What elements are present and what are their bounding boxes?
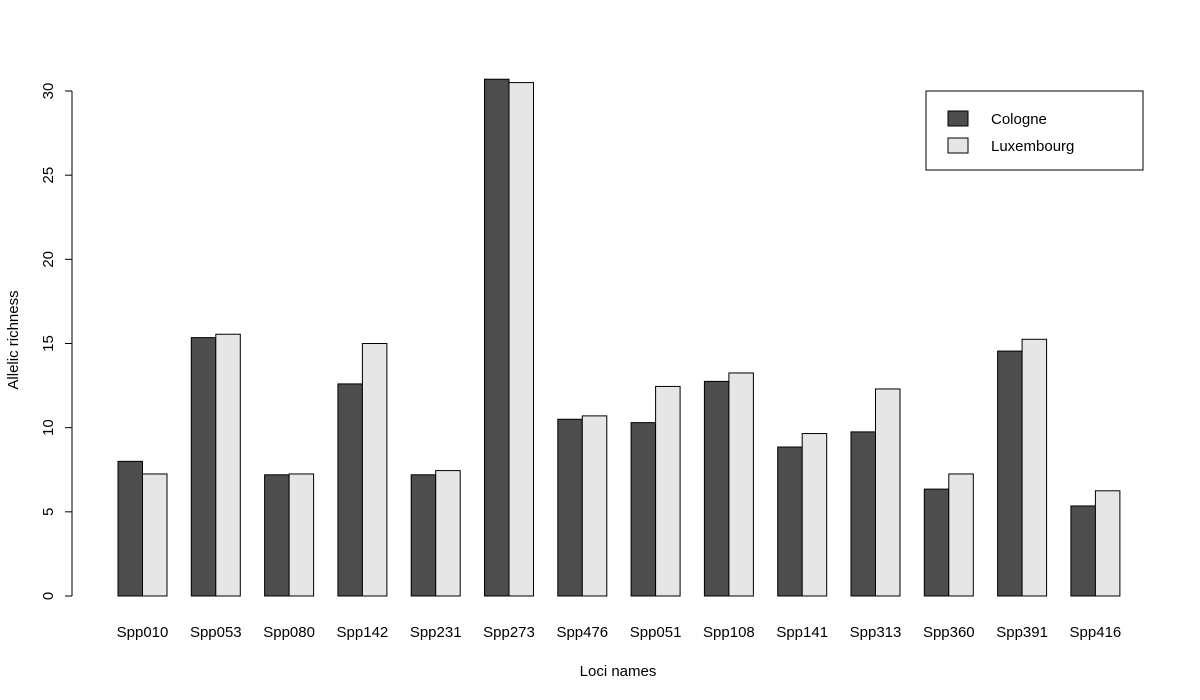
bar-luxembourg-spp053 [215, 333, 241, 597]
y-tick-label: 15 [40, 335, 57, 352]
x-tick-label: Spp051 [630, 624, 682, 641]
y-tick-label: 5 [40, 508, 57, 516]
bar-luxembourg-spp476 [581, 415, 608, 597]
bars [117, 78, 1121, 597]
legend: Cologne Luxembourg [925, 90, 1144, 171]
bar-luxembourg-spp416 [1094, 490, 1121, 597]
bar-luxembourg-spp051 [655, 385, 681, 597]
x-tick-label: Spp391 [996, 624, 1048, 641]
x-tick-label: Spp231 [410, 624, 462, 641]
bar-luxembourg-spp010 [142, 473, 168, 597]
bar-luxembourg-spp273 [508, 82, 534, 597]
bar-cologne-spp391 [997, 350, 1023, 597]
legend-label-luxembourg: Luxembourg [991, 138, 1074, 155]
bar-luxembourg-spp108 [728, 372, 754, 597]
y-tick-label: 25 [40, 167, 57, 184]
bar-cologne-spp108 [703, 380, 730, 597]
bar-cologne-spp313 [850, 431, 876, 597]
bar-luxembourg-spp360 [948, 473, 974, 597]
bar-cologne-spp053 [190, 337, 217, 597]
x-tick-label: Spp416 [1070, 624, 1122, 641]
x-tick-label: Spp108 [703, 624, 755, 641]
bar-luxembourg-spp141 [801, 433, 828, 597]
x-axis-title: Loci names [580, 663, 657, 680]
x-tick-label: Spp010 [117, 624, 169, 641]
x-tick-label: Spp273 [483, 624, 535, 641]
bar-cologne-spp051 [630, 422, 657, 597]
x-tick-label: Spp360 [923, 624, 975, 641]
bar-luxembourg-spp313 [875, 388, 901, 597]
bar-luxembourg-spp231 [435, 470, 461, 597]
y-tick-label: 10 [40, 419, 57, 436]
bar-cologne-spp360 [923, 488, 950, 597]
y-axis: 0 5 10 15 20 25 30 [40, 83, 73, 600]
bar-cologne-spp273 [484, 78, 510, 597]
bar-cologne-spp142 [337, 383, 363, 597]
y-tick-label: 30 [40, 83, 57, 100]
bar-luxembourg-spp080 [288, 473, 315, 597]
x-tick-label: Spp080 [263, 624, 315, 641]
bar-luxembourg-spp391 [1021, 338, 1048, 597]
y-tick-label: 0 [40, 592, 57, 600]
legend-label-cologne: Cologne [991, 111, 1047, 128]
x-tick-label: Spp141 [776, 624, 828, 641]
bar-luxembourg-spp142 [361, 343, 388, 597]
bar-cologne-spp010 [117, 460, 143, 597]
bar-cologne-spp476 [557, 418, 583, 597]
x-axis-labels: Spp010 Spp053 Spp080 Spp142 Spp231 Spp273 Spp4… [117, 624, 1122, 641]
x-tick-label: Spp142 [337, 624, 389, 641]
x-tick-label: Spp313 [850, 624, 902, 641]
x-tick-label: Spp476 [556, 624, 608, 641]
y-tick-label: 20 [40, 251, 57, 268]
bar-cologne-spp080 [264, 474, 290, 597]
legend-swatch-luxembourg [947, 137, 969, 154]
bar-cologne-spp141 [777, 446, 803, 597]
legend-swatch-cologne [947, 110, 969, 127]
x-tick-label: Spp053 [190, 624, 242, 641]
bar-cologne-spp231 [410, 474, 437, 597]
y-axis-title: Allelic richness [5, 290, 22, 389]
bar-cologne-spp416 [1070, 505, 1096, 597]
legend-box [925, 90, 1144, 171]
